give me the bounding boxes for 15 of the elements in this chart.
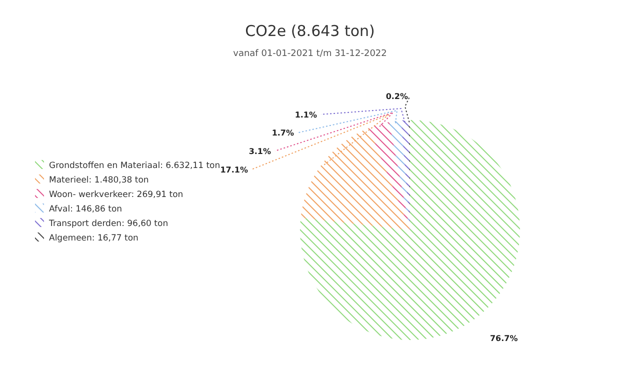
data-label: 17.1% (220, 165, 248, 174)
chart-subtitle: vanaf 01-01-2021 t/m 31-12-2022 (233, 49, 387, 59)
legend-label: Materieel: 1.480,38 ton (49, 176, 149, 186)
legend-label: Grondstoffen en Materiaal: 6.632,11 ton (49, 161, 220, 171)
data-label: 0.2% (386, 92, 408, 102)
legend-label: Afval: 146,86 ton (49, 204, 122, 214)
data-label: 3.1% (248, 147, 271, 156)
data-label: 1.7% (272, 128, 294, 138)
pie-slice (300, 120, 520, 340)
chart-title: CO2e (8.643 ton) (245, 22, 375, 40)
data-label: 1.1% (294, 110, 317, 120)
legend-label: Woon- werkverkeer: 269,91 ton (49, 190, 184, 200)
legend-label: Algemeen: 16,77 ton (49, 234, 138, 244)
data-label: 76.7% (490, 334, 518, 343)
legend-label: Transport derden: 96,60 ton (48, 219, 168, 229)
